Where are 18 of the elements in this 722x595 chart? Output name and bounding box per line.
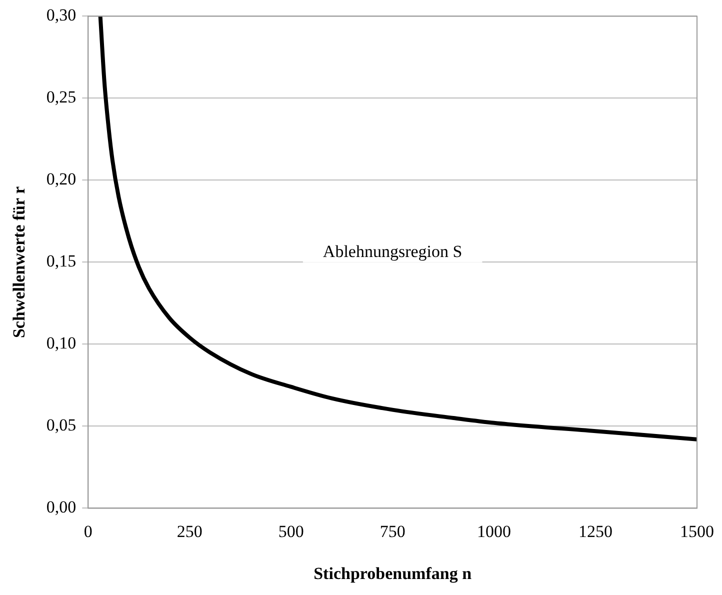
x-tick-label: 0: [84, 522, 92, 541]
x-axis-title: Stichprobenumfang n: [314, 564, 472, 584]
x-tick-label: 250: [176, 522, 202, 541]
x-tick-label: 1500: [680, 522, 714, 541]
y-tick-label: 0,15: [46, 252, 76, 271]
y-axis-title: Schwellenwerte für r: [10, 186, 29, 338]
x-tick-label: 1250: [578, 522, 613, 541]
annotation: Ablehnungsregion S: [322, 242, 462, 261]
x-tick-label: 500: [278, 522, 304, 541]
y-tick-label: 0,30: [46, 6, 76, 25]
y-tick-label: 0,10: [46, 334, 76, 353]
y-tick-label: 0,20: [46, 170, 76, 189]
y-tick-label: 0,25: [46, 88, 76, 107]
x-tick-label: 1000: [477, 522, 512, 541]
y-tick-label: 0,00: [46, 498, 76, 517]
x-tick-label: 750: [380, 522, 406, 541]
line-series: [98, 16, 697, 442]
y-tick-label: 0,05: [46, 416, 76, 435]
